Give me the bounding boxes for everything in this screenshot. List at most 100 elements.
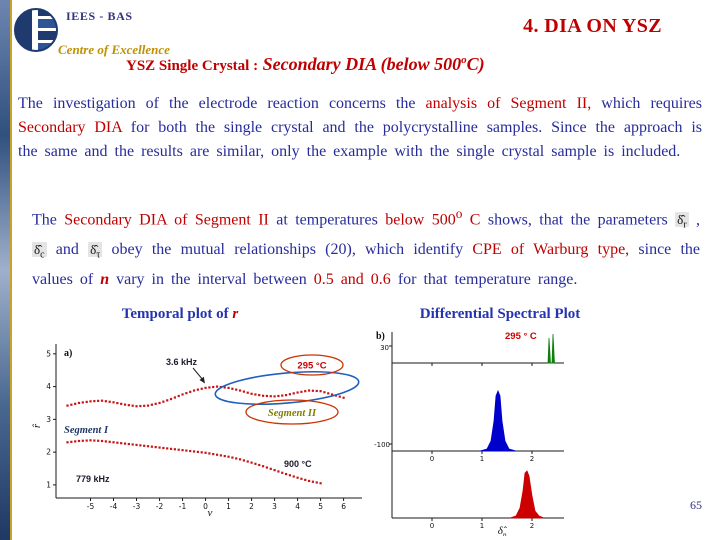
p1-text-2: which requires <box>591 95 702 112</box>
spectral-plot-figure: 0 1 2 0 1 2 b) 30 -100 295 ° C δ̂p <box>374 331 564 536</box>
data-point <box>162 446 165 450</box>
x-tick-label: 2 <box>530 522 534 530</box>
p2-text-3: shows, that the parameters <box>480 211 676 229</box>
x-tick-label: 2 <box>530 455 534 463</box>
p2-text-4: , <box>688 211 701 229</box>
paragraph-1: The investigation of the electrode react… <box>18 92 702 164</box>
data-point <box>238 389 242 392</box>
temp-annotation-top: 295 °C <box>297 361 326 372</box>
data-point <box>235 457 238 460</box>
data-point <box>307 479 311 483</box>
data-point <box>146 445 150 448</box>
delta-r-symbol: δ̂r <box>675 212 689 231</box>
x-tick-label: -1 <box>179 502 187 511</box>
y-tick-label: 4 <box>46 382 51 391</box>
data-point <box>196 388 199 391</box>
paragraph-2: The Secondary DIA of Segment II at tempe… <box>32 202 700 292</box>
data-point <box>169 397 173 401</box>
data-point <box>273 395 276 398</box>
chart2-y-tick-top: 30 <box>380 344 389 352</box>
data-point <box>258 463 261 467</box>
data-point <box>166 399 169 402</box>
green-peaks <box>547 333 555 364</box>
data-point <box>284 472 288 476</box>
data-point <box>81 439 84 442</box>
data-point <box>254 462 257 465</box>
data-point <box>284 394 288 397</box>
data-point <box>273 469 276 472</box>
data-point <box>204 451 207 454</box>
data-point <box>311 480 315 483</box>
data-point <box>66 404 69 407</box>
data-point <box>127 442 130 446</box>
left-figure-title: Temporal plot of r <box>55 306 305 323</box>
data-point <box>342 396 345 399</box>
data-point <box>288 393 292 396</box>
data-point <box>146 404 150 407</box>
data-point <box>200 451 203 454</box>
x-tick-label: 6 <box>341 502 346 511</box>
p2-text-2: at temperatures <box>268 211 386 229</box>
temporal-plot-figure: -5 -4 -3 -2 -1 0 1 2 3 4 5 6 1 2 3 4 5 a) 3.6 kHz 295 °C… <box>31 344 362 518</box>
red-peak <box>509 470 545 519</box>
subtitle-suffix: C) <box>466 54 485 74</box>
x-tick-label: 3 <box>272 502 277 511</box>
data-point <box>70 440 73 443</box>
data-point <box>208 386 211 389</box>
data-point <box>307 389 311 392</box>
chart2-y-tick-mid: -100 <box>374 441 390 449</box>
x-tick-label: -3 <box>133 502 141 511</box>
data-point <box>158 446 161 449</box>
iees-logo-shape <box>15 9 57 51</box>
chart2-x-axis-label-sub: p <box>502 531 507 536</box>
data-point <box>127 404 130 407</box>
chart2-peaks <box>479 333 555 519</box>
data-point <box>104 400 107 403</box>
data-point <box>131 443 134 446</box>
freq-annotation-top: 3.6 kHz <box>166 357 198 367</box>
data-point <box>212 385 215 389</box>
data-point <box>139 444 142 447</box>
p2-text-9: for that temperature range. <box>390 270 578 288</box>
x-tick-label: 1 <box>480 522 484 530</box>
slide-title: 4. DIA ON YSZ <box>523 15 662 37</box>
p2-text-7: since the values of <box>32 240 701 288</box>
delta-c-symbol: δ̂c <box>32 241 47 261</box>
x-tick-label: 2 <box>249 502 254 511</box>
data-point <box>212 452 215 456</box>
data-point <box>235 388 238 391</box>
p2-highlight-3: CPE of Warburg type, <box>472 240 630 258</box>
data-point <box>177 448 180 451</box>
data-point <box>215 453 219 456</box>
data-point <box>93 400 96 403</box>
data-point <box>150 403 153 406</box>
subtitle-main-text: Secondary DIA (below 500 <box>258 54 462 74</box>
x-tick-label: 0 <box>430 522 434 530</box>
data-point <box>296 476 299 479</box>
data-point <box>215 385 219 388</box>
data-point <box>131 404 134 407</box>
data-point <box>150 445 153 448</box>
x-tick-label: 5 <box>318 502 323 511</box>
data-point <box>223 386 226 389</box>
chart1-y-axis-label: r̂ <box>31 423 43 428</box>
data-point <box>238 458 242 461</box>
y-tick-label: 5 <box>46 349 51 358</box>
data-point <box>246 460 249 463</box>
p2-highlight-4: 0.5 and 0.6 <box>313 270 391 288</box>
data-point <box>189 390 192 393</box>
data-point <box>250 392 253 395</box>
y-tick-label: 2 <box>46 448 51 457</box>
data-point <box>277 470 280 473</box>
data-point <box>288 474 292 477</box>
org-name: IEES - BAS <box>66 9 133 23</box>
data-point <box>123 442 127 445</box>
data-point <box>97 439 100 442</box>
delta-r-subscript: r <box>683 219 687 231</box>
org-subname: Centre of Excellence <box>58 42 170 57</box>
p2-superscript-o: o <box>455 206 463 221</box>
data-point <box>242 459 245 462</box>
chart1-axes: -5 -4 -3 -2 -1 0 1 2 3 4 5 6 1 2 3 4 5 <box>46 344 362 511</box>
data-point <box>77 439 81 443</box>
